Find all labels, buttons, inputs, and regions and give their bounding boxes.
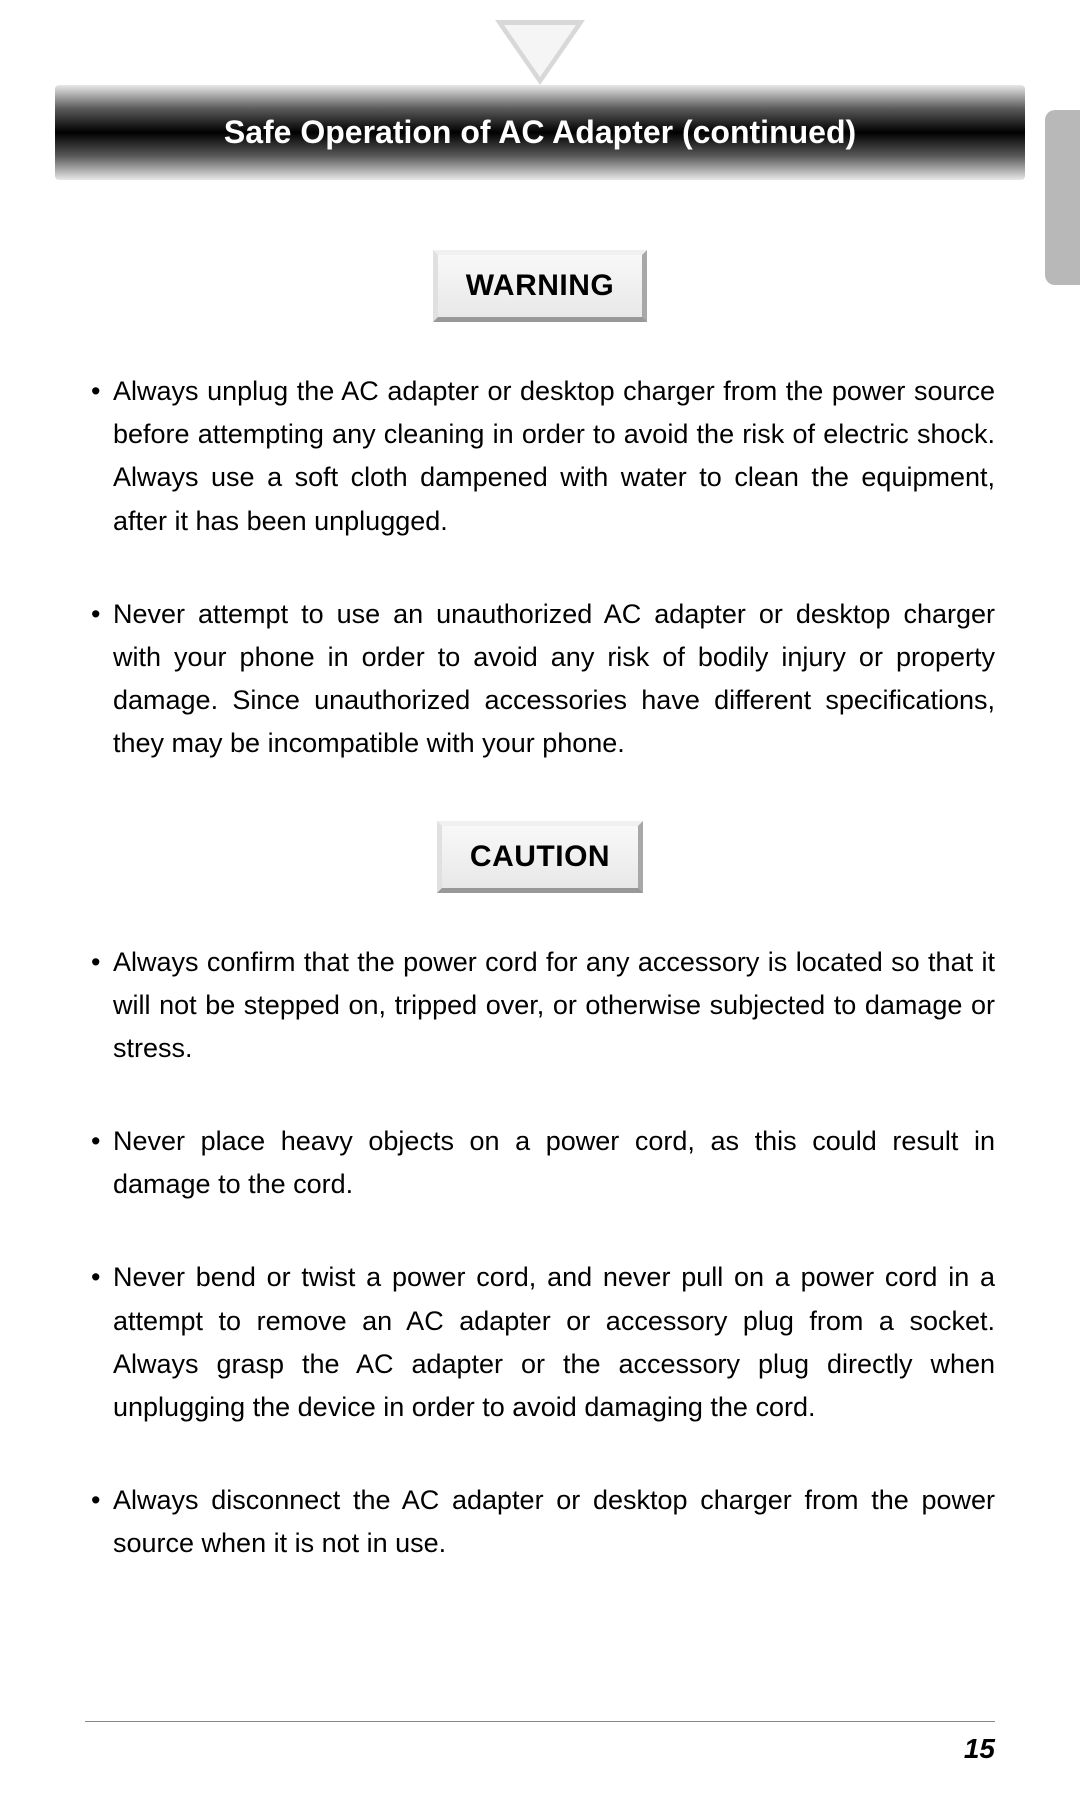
page-number: 15 bbox=[964, 1733, 995, 1765]
list-item: Never place heavy objects on a power cor… bbox=[85, 1120, 995, 1206]
continuation-triangle-icon bbox=[495, 20, 585, 85]
list-item: Always disconnect the AC adapter or desk… bbox=[85, 1479, 995, 1565]
section-header-band: Safe Operation of AC Adapter (continued) bbox=[55, 85, 1025, 180]
list-item: Never bend or twist a power cord, and ne… bbox=[85, 1256, 995, 1429]
list-item: Never attempt to use an unauthorized AC … bbox=[85, 593, 995, 766]
warning-list: Always unplug the AC adapter or desktop … bbox=[85, 370, 995, 766]
caution-label: CAUTION bbox=[437, 821, 643, 893]
footer-divider bbox=[85, 1721, 995, 1722]
caution-list: Always confirm that the power cord for a… bbox=[85, 941, 995, 1566]
section-header-title: Safe Operation of AC Adapter (continued) bbox=[224, 114, 856, 151]
list-item: Always confirm that the power cord for a… bbox=[85, 941, 995, 1071]
page-edge-tab bbox=[1045, 110, 1080, 285]
page-content: WARNING Always unplug the AC adapter or … bbox=[85, 250, 995, 1621]
list-item: Always unplug the AC adapter or desktop … bbox=[85, 370, 995, 543]
warning-label: WARNING bbox=[433, 250, 648, 322]
